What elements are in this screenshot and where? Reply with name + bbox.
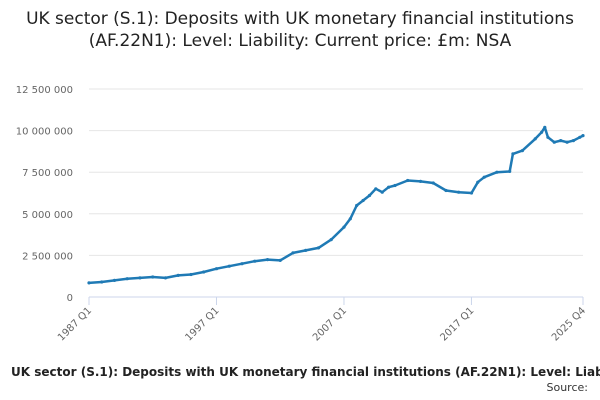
data-point[interactable]: [253, 259, 257, 263]
y-tick-label: 5 000 000: [22, 210, 73, 221]
source-label: Source:: [546, 381, 589, 394]
data-point[interactable]: [329, 238, 333, 242]
x-tick-labels: 1987 Q1 1997 Q1 2007 Q1 2017 Q1 2025 Q4: [56, 297, 588, 343]
data-point[interactable]: [476, 180, 480, 184]
y-tick-labels: 0 2 500 000 5 000 000 7 500 000 10 000 000 12…: [16, 85, 73, 304]
legend[interactable]: UK sector (S.1): Deposits with UK moneta…: [0, 365, 600, 381]
data-point[interactable]: [138, 276, 142, 280]
data-point[interactable]: [227, 264, 231, 268]
data-point[interactable]: [418, 179, 423, 183]
data-point[interactable]: [543, 125, 547, 129]
data-point[interactable]: [533, 137, 537, 141]
data-point[interactable]: [214, 267, 219, 271]
legend-label[interactable]: UK sector (S.1): Deposits with UK moneta…: [11, 365, 600, 379]
x-tick-label: 2025 Q4: [550, 305, 588, 343]
data-point[interactable]: [387, 185, 391, 189]
data-point[interactable]: [265, 258, 270, 262]
data-point[interactable]: [565, 140, 569, 144]
data-point[interactable]: [380, 190, 384, 194]
data-point[interactable]: [202, 270, 206, 274]
data-point[interactable]: [304, 248, 308, 252]
data-point[interactable]: [125, 277, 129, 281]
y-tick-label: 0: [67, 293, 73, 304]
data-point[interactable]: [151, 275, 155, 279]
data-point[interactable]: [571, 139, 576, 143]
data-point[interactable]: [520, 149, 525, 153]
data-point[interactable]: [112, 278, 117, 282]
data-point[interactable]: [342, 225, 346, 229]
data-point[interactable]: [100, 280, 104, 284]
y-tick-label: 10 000 000: [16, 127, 73, 138]
x-tick-label: 1987 Q1: [56, 305, 94, 343]
data-point[interactable]: [508, 169, 512, 173]
data-point[interactable]: [511, 152, 515, 156]
y-tick-label: 2 500 000: [22, 251, 73, 262]
data-point[interactable]: [469, 191, 474, 195]
data-point[interactable]: [367, 193, 372, 198]
data-point[interactable]: [355, 203, 359, 208]
data-point[interactable]: [163, 276, 168, 280]
data-point[interactable]: [348, 217, 352, 221]
data-point[interactable]: [406, 178, 410, 183]
data-point[interactable]: [291, 251, 295, 255]
data-point[interactable]: [189, 272, 193, 277]
data-point[interactable]: [316, 246, 321, 250]
series-points: [87, 125, 585, 285]
chart-title: UK sector (S.1): Deposits with UK moneta…: [26, 9, 574, 51]
x-tick-label: 2007 Q1: [311, 305, 349, 343]
data-point[interactable]: [552, 140, 556, 144]
data-point[interactable]: [240, 262, 244, 266]
data-point[interactable]: [374, 187, 378, 191]
y-tick-label: 12 500 000: [16, 85, 73, 96]
x-tick-label: 2017 Q1: [438, 305, 476, 343]
data-point[interactable]: [87, 281, 91, 285]
data-point[interactable]: [495, 170, 499, 174]
data-point[interactable]: [361, 198, 365, 203]
data-point[interactable]: [559, 139, 563, 143]
data-point[interactable]: [581, 134, 585, 138]
data-point[interactable]: [482, 175, 486, 179]
x-tick-label: 1997 Q1: [184, 305, 222, 343]
data-point[interactable]: [546, 135, 550, 139]
data-point[interactable]: [278, 258, 282, 262]
data-point[interactable]: [444, 188, 448, 193]
data-point[interactable]: [540, 130, 544, 134]
y-tick-label: 7 500 000: [22, 168, 73, 179]
data-point[interactable]: [393, 183, 397, 188]
series-line[interactable]: [88, 126, 584, 285]
data-point[interactable]: [457, 190, 461, 194]
data-point[interactable]: [176, 273, 180, 277]
data-point[interactable]: [578, 135, 582, 139]
data-point[interactable]: [431, 181, 435, 185]
